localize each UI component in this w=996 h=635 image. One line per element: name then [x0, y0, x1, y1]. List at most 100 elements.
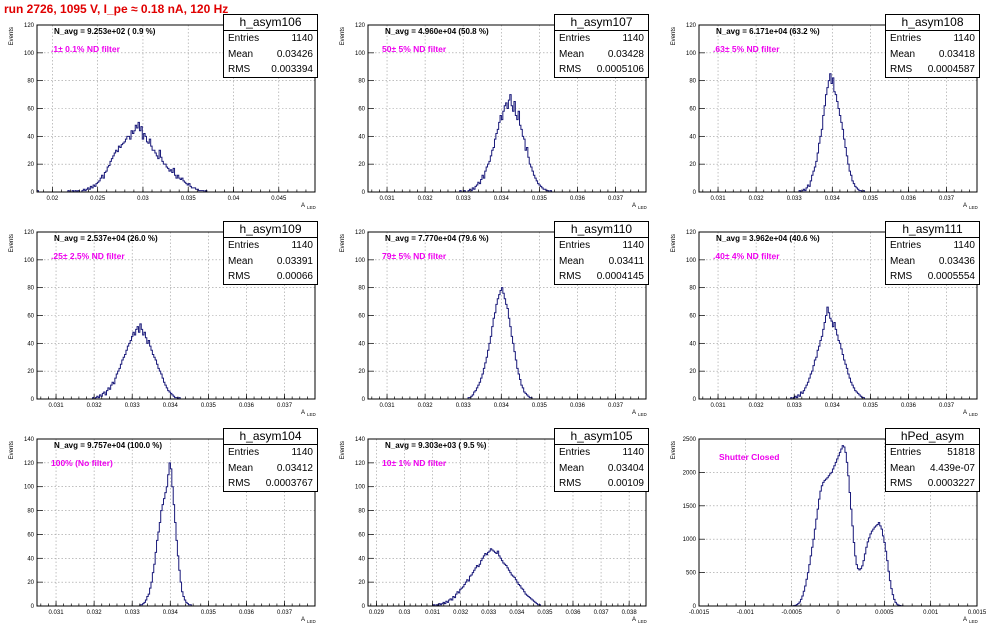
histogram-pad-h_asym104: 0.031 0.032 0.033 0.034 0.035 0.036 0.037 0 20 40…: [0, 428, 331, 635]
stats-box: h_asym109 Entries 1140 Mean 0.03391 RMS 0.0006…: [223, 221, 318, 285]
y-tick-label: 120: [24, 461, 35, 467]
stats-value: 51818: [947, 447, 975, 458]
y-tick-label: 100: [355, 258, 366, 264]
histogram-pad-h_asym111: 0.031 0.032 0.033 0.034 0.035 0.036 0.037 0 20 40…: [662, 221, 993, 428]
y-tick-label: 0: [693, 190, 697, 196]
x-tick-label: 0.037: [277, 403, 293, 409]
stats-key: RMS: [228, 64, 251, 75]
filter-label: .25± 2.5% ND filter: [51, 251, 125, 261]
y-tick-label: 0: [31, 190, 35, 196]
stats-key: Mean: [228, 255, 254, 267]
stats-row-mean: Mean 0.03391: [224, 254, 317, 270]
x-tick-label: 0.035: [201, 403, 217, 409]
histogram-pad-h_asym107: 0.031 0.032 0.033 0.034 0.035 0.036 0.037 0 20 40…: [331, 14, 662, 221]
stats-value: 1140: [291, 447, 313, 458]
stats-key: Entries: [228, 240, 260, 251]
stats-key: Mean: [890, 462, 916, 474]
histogram-name: h_asym105: [555, 429, 648, 445]
stats-value: 0.0003227: [927, 478, 975, 489]
stats-row-entries: Entries 1140: [886, 238, 979, 254]
navg-label: N_avg = 3.962e+04 (40.6 %): [716, 234, 820, 243]
x-tick-label: 0.033: [456, 196, 472, 202]
stats-key: Mean: [228, 48, 254, 60]
stats-value: 1140: [291, 240, 313, 251]
navg-label: N_avg = 9.757e+04 (100.0 %): [54, 441, 163, 450]
y-tick-label: 60: [27, 107, 34, 113]
y-tick-label: 20: [358, 369, 365, 375]
histogram-pad-h_asym109: 0.031 0.032 0.033 0.034 0.035 0.036 0.037 0 20 40…: [0, 221, 331, 428]
x-tick-label: 0.035: [863, 196, 879, 202]
x-tick-label: 0.034: [509, 610, 525, 616]
stats-row-rms: RMS 0.0003767: [224, 476, 317, 492]
histogram-pad-h_asym108: 0.031 0.032 0.033 0.034 0.035 0.036 0.037 0 20 40…: [662, 14, 993, 221]
y-tick-label: 60: [358, 532, 365, 538]
y-tick-label: 120: [24, 230, 35, 236]
y-axis-label: Events: [340, 441, 346, 459]
x-tick-label: 0.032: [418, 196, 434, 202]
stats-key: RMS: [559, 64, 582, 75]
filter-label: .63± 5% ND filter: [713, 44, 780, 54]
filter-label: .1± 0.1% ND filter: [51, 44, 120, 54]
stats-row-entries: Entries 51818: [886, 445, 979, 461]
stats-row-mean: Mean 4.439e-07: [886, 461, 979, 477]
y-axis-label: Events: [9, 27, 15, 45]
stats-key: Mean: [890, 48, 916, 60]
histogram-series: [368, 94, 646, 193]
x-tick-label: 0.032: [418, 403, 434, 409]
x-tick-label: -0.0005: [781, 610, 802, 616]
x-tick-label: 0.032: [453, 610, 469, 616]
y-tick-label: 20: [27, 369, 34, 375]
stats-key: RMS: [559, 271, 582, 282]
y-tick-label: 20: [358, 162, 365, 168]
y-tick-label: 120: [355, 461, 366, 467]
stats-box: h_asym105 Entries 1140 Mean 0.03404 RMS 0.0010…: [554, 428, 649, 492]
x-axis-label: A LED: [301, 203, 317, 210]
x-tick-label: 0.045: [271, 196, 287, 202]
x-tick-label: 0.037: [939, 403, 955, 409]
x-tick-label: 0.032: [749, 403, 765, 409]
histogram-name: h_asym110: [555, 222, 648, 238]
stats-key: RMS: [890, 478, 913, 489]
stats-row-entries: Entries 1140: [224, 238, 317, 254]
stats-key: RMS: [890, 64, 913, 75]
stats-row-rms: RMS 0.0004587: [886, 62, 979, 78]
histogram-name: h_asym104: [224, 429, 317, 445]
x-tick-label: 0.033: [125, 610, 141, 616]
x-tick-label: 0.035: [181, 196, 197, 202]
navg-label: N_avg = 2.537e+04 (26.0 %): [54, 234, 158, 243]
stats-value: 0.03404: [607, 462, 644, 474]
x-tick-label: 0.036: [565, 610, 581, 616]
filter-label: 50± 5% ND filter: [382, 44, 447, 54]
stats-value: 1140: [622, 447, 644, 458]
histogram-name: h_asym111: [886, 222, 979, 238]
x-tick-label: 0.037: [594, 610, 610, 616]
stats-value: 0.003394: [271, 64, 313, 75]
y-tick-label: 60: [358, 107, 365, 113]
histogram-pad-hPed_asym: -0.0015 -0.001 -0.0005 0 0.0005 0.001 0.0015 0 5…: [662, 428, 993, 635]
x-tick-label: 0.034: [163, 403, 179, 409]
y-tick-label: 0: [31, 604, 35, 610]
y-tick-label: 0: [362, 190, 366, 196]
stats-key: Entries: [559, 240, 591, 251]
y-tick-label: 60: [689, 107, 696, 113]
y-axis-label: Events: [340, 27, 346, 45]
stats-value: 0.03412: [276, 462, 313, 474]
x-tick-label: 0.032: [749, 196, 765, 202]
histogram-series: [36, 121, 315, 193]
stats-value: 0.03426: [276, 48, 313, 60]
y-tick-label: 100: [24, 485, 35, 491]
stats-value: 0.0005106: [596, 64, 644, 75]
stats-value: 4.439e-07: [929, 462, 975, 474]
stats-row-entries: Entries 1140: [224, 445, 317, 461]
y-tick-label: 120: [355, 230, 366, 236]
stats-row-entries: Entries 1140: [555, 31, 648, 47]
histogram-plot: 0.031 0.032 0.033 0.034 0.035 0.036 0.037 0 20 40…: [9, 230, 317, 417]
navg-label: N_avg = 7.770e+04 (79.6 %): [385, 234, 489, 243]
filter-label: 10± 1% ND filter: [382, 458, 447, 468]
y-tick-label: 20: [27, 162, 34, 168]
y-tick-label: 60: [358, 314, 365, 320]
stats-key: Mean: [890, 255, 916, 267]
y-tick-label: 60: [27, 314, 34, 320]
y-tick-label: 0: [693, 604, 697, 610]
stats-value: 0.03428: [607, 48, 644, 60]
